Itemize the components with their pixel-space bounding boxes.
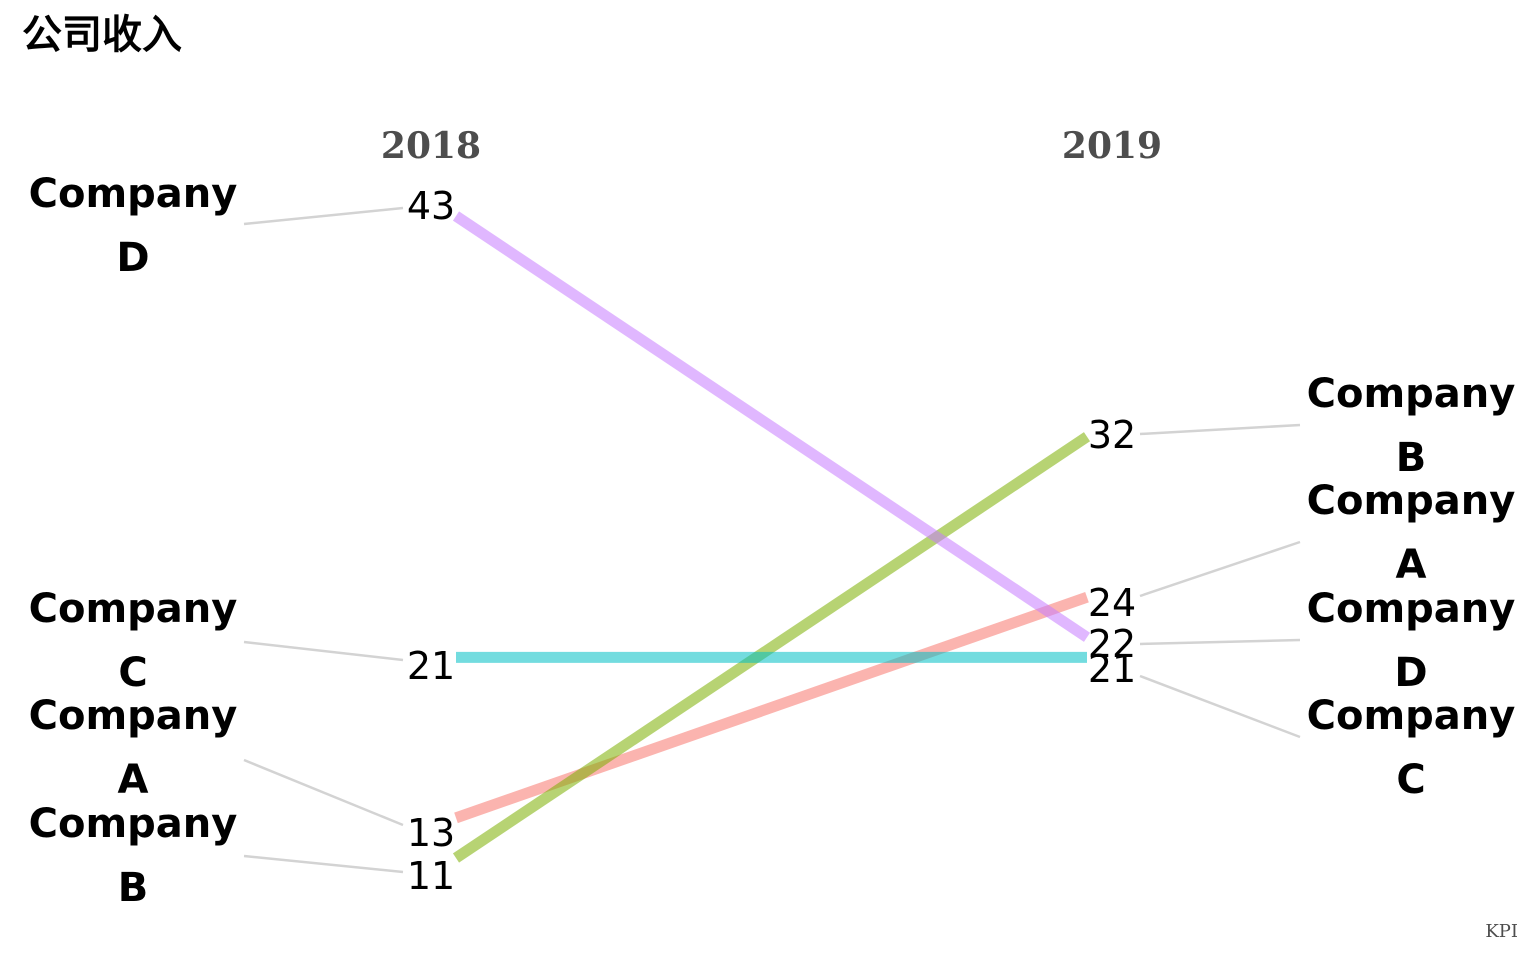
series-line-company-a — [454, 591, 1089, 824]
name-label-left-company-b: Company B — [29, 801, 238, 911]
name-label-left-company-a: Company A — [29, 693, 238, 803]
name-line2: C — [118, 650, 147, 696]
year-2019-header: 2019 — [1062, 125, 1162, 167]
name-label-left-company-c: Company C — [29, 586, 238, 696]
value-label-right-company-c: 21 — [1088, 647, 1136, 691]
caption: KPI — [1485, 921, 1518, 942]
name-line1: Company — [29, 171, 238, 217]
leader-right-company-d — [1139, 638, 1301, 646]
series-line-company-b — [452, 432, 1091, 863]
name-line1: Company — [1307, 586, 1516, 632]
leader-lines — [243, 206, 1301, 874]
value-label-left-company-d: 43 — [407, 184, 455, 228]
leader-right-company-c — [1139, 674, 1301, 739]
value-label-left-company-b: 11 — [407, 854, 455, 898]
name-label-right-company-c: Company C — [1307, 693, 1516, 803]
name-label-right-company-b: Company B — [1307, 371, 1516, 481]
name-line1: Company — [1307, 478, 1516, 524]
value-label-left-company-c: 21 — [407, 644, 455, 688]
leader-left-company-b — [243, 854, 404, 874]
leader-right-company-a — [1139, 540, 1301, 598]
value-label-right-company-a: 24 — [1088, 581, 1136, 625]
leader-right-company-b — [1139, 423, 1301, 436]
name-label-right-company-a: Company A — [1307, 478, 1516, 588]
leader-left-company-c — [243, 640, 404, 662]
series-line-company-d — [452, 211, 1091, 642]
name-line2: D — [116, 235, 149, 281]
value-label-right-company-b: 32 — [1088, 413, 1136, 457]
chart-title: 公司收入 — [22, 11, 182, 58]
name-line2: B — [118, 865, 149, 911]
name-line1: Company — [29, 801, 238, 847]
name-line2: D — [1394, 650, 1427, 696]
name-line2: B — [1396, 435, 1427, 481]
name-label-right-company-d: Company D — [1307, 586, 1516, 696]
name-line1: Company — [29, 693, 238, 739]
name-line1: Company — [29, 586, 238, 632]
value-label-right-company-d: 22 — [1088, 622, 1136, 666]
leader-left-company-a — [243, 758, 404, 827]
name-label-left-company-d: Company D — [29, 171, 238, 281]
name-line1: Company — [1307, 693, 1516, 739]
name-line2: A — [1396, 542, 1427, 588]
series-lines — [452, 211, 1091, 863]
leader-left-company-d — [243, 206, 404, 226]
year-2018-header: 2018 — [381, 125, 481, 167]
name-line2: C — [1396, 757, 1425, 803]
name-line2: A — [118, 757, 149, 803]
name-line1: Company — [1307, 371, 1516, 417]
value-label-left-company-a: 13 — [407, 811, 455, 855]
